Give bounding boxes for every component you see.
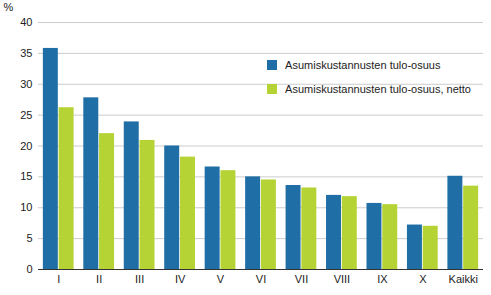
svg-text:20: 20 — [20, 140, 32, 152]
svg-text:25: 25 — [20, 109, 32, 121]
svg-text:III: III — [135, 273, 144, 285]
svg-text:V: V — [217, 273, 225, 285]
svg-text:VI: VI — [256, 273, 266, 285]
svg-text:I: I — [57, 273, 60, 285]
svg-text:II: II — [96, 273, 102, 285]
html-text:Asumiskustannusten tulo-osuus: Asumiskustannusten tulo-osuus — [285, 59, 441, 71]
svg-text:5: 5 — [26, 232, 32, 244]
svg-text:IX: IX — [377, 273, 388, 285]
svg-text:IV: IV — [175, 273, 186, 285]
svg-text:35: 35 — [20, 47, 32, 59]
svg-text:40: 40 — [20, 16, 32, 28]
svg-text:%: % — [4, 1, 14, 13]
svg-text:0: 0 — [26, 263, 32, 275]
svg-text:15: 15 — [20, 170, 32, 182]
svg-text:10: 10 — [20, 201, 32, 213]
svg-text:30: 30 — [20, 78, 32, 90]
svg-text:X: X — [419, 273, 427, 285]
svg-text:Kaikki: Kaikki — [449, 273, 478, 285]
html-text:Asumiskustannusten tulo-osuus,: Asumiskustannusten tulo-osuus, netto — [285, 83, 471, 95]
svg-text:VII: VII — [295, 273, 308, 285]
svg-text:VIII: VIII — [334, 273, 351, 285]
